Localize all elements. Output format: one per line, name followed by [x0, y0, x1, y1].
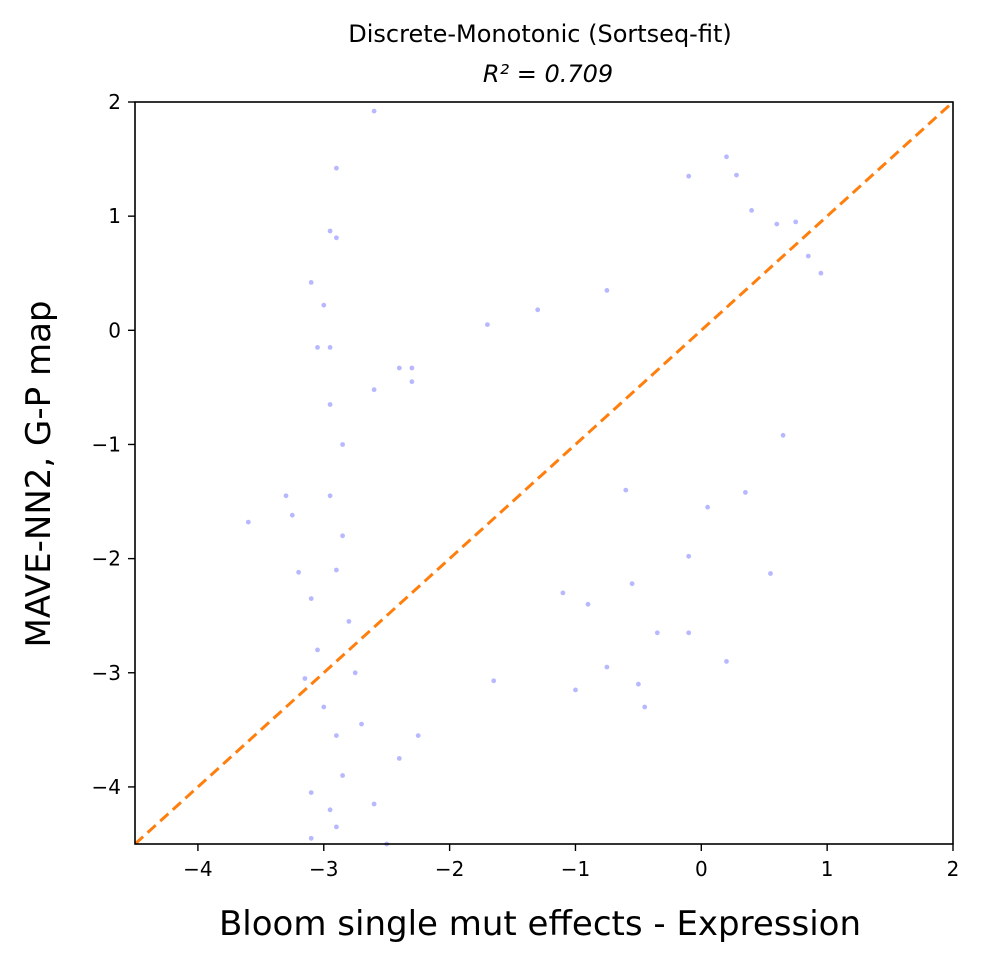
data-point [396, 365, 402, 371]
x-tick-label: −3 [309, 857, 338, 881]
data-point [623, 487, 629, 493]
data-point [334, 733, 339, 738]
data-point [334, 235, 339, 241]
data-point [340, 533, 345, 539]
data-point [686, 553, 692, 559]
data-point [768, 571, 773, 576]
data-point [315, 647, 320, 653]
data-point [327, 345, 333, 350]
data-point [686, 173, 692, 179]
data-point [315, 345, 320, 350]
data-point [321, 704, 327, 710]
data-point [371, 387, 377, 393]
data-point [296, 569, 301, 575]
x-axis-label: Bloom single mut effects - Expression [219, 904, 861, 944]
data-point [334, 567, 339, 573]
data-point [245, 519, 251, 525]
x-tick-label: −4 [183, 857, 212, 881]
identity-line [133, 100, 955, 846]
data-point [308, 790, 314, 795]
data-point [560, 590, 566, 596]
data-point [724, 659, 729, 664]
data-point [283, 493, 289, 499]
data-point [573, 687, 578, 693]
chart-title: Discrete-Monotonic (Sortseq-fit) [348, 20, 731, 48]
x-tick-label: −2 [435, 857, 464, 881]
data-point [724, 154, 729, 160]
data-point [485, 322, 490, 327]
data-point [308, 280, 314, 285]
data-point [327, 807, 333, 813]
x-tick-label: 1 [821, 857, 834, 881]
data-point [340, 773, 345, 778]
points-layer [245, 108, 824, 847]
data-point [749, 208, 754, 213]
y-tick-label: −4 [92, 775, 121, 799]
data-point [780, 432, 786, 438]
data-point [334, 165, 339, 171]
data-point [396, 756, 402, 761]
data-point [705, 504, 710, 510]
data-point [302, 676, 308, 681]
y-axis-label: MAVE-NN2, G-P map [19, 300, 59, 647]
data-point [409, 365, 415, 371]
data-point [654, 630, 660, 636]
x-tick-label: 2 [947, 857, 960, 881]
x-axis-ticks: −4 −3 −2 −1 0 1 2 [183, 844, 959, 881]
x-tick-label: 0 [695, 857, 708, 881]
y-tick-label: −1 [92, 432, 121, 456]
data-point [346, 619, 352, 624]
y-axis-ticks: −4 −3 −2 −1 0 1 2 [92, 90, 135, 799]
data-point [743, 490, 748, 495]
data-point [352, 670, 358, 676]
data-point [289, 512, 295, 518]
data-point [327, 228, 333, 234]
data-point [491, 678, 497, 684]
data-point [371, 801, 377, 807]
data-point [585, 601, 591, 607]
data-point [818, 270, 824, 276]
data-point [604, 288, 610, 293]
x-tick-label: −1 [561, 857, 590, 881]
data-point [535, 307, 541, 313]
data-point [734, 172, 739, 178]
data-point [636, 681, 641, 687]
data-point [321, 302, 327, 308]
y-tick-label: 2 [108, 90, 121, 114]
data-point [793, 219, 799, 225]
y-tick-label: −2 [92, 547, 121, 571]
plot-frame [134, 101, 954, 845]
data-point [774, 221, 780, 227]
data-point [805, 253, 811, 259]
data-point [359, 721, 364, 727]
data-point [340, 442, 345, 447]
data-point [308, 596, 314, 601]
y-tick-label: 0 [108, 318, 121, 342]
data-point [371, 108, 377, 114]
data-point [308, 835, 314, 841]
chart-subtitle: R² = 0.709 [483, 60, 613, 88]
data-point [604, 664, 610, 670]
data-point [409, 379, 415, 385]
data-point [327, 402, 333, 407]
data-point [629, 581, 635, 587]
data-point [642, 704, 648, 710]
data-point [334, 824, 339, 830]
y-tick-label: −3 [92, 661, 121, 685]
data-point [686, 630, 692, 636]
y-tick-label: 1 [108, 204, 121, 228]
data-point [327, 493, 333, 499]
data-point [415, 733, 421, 738]
